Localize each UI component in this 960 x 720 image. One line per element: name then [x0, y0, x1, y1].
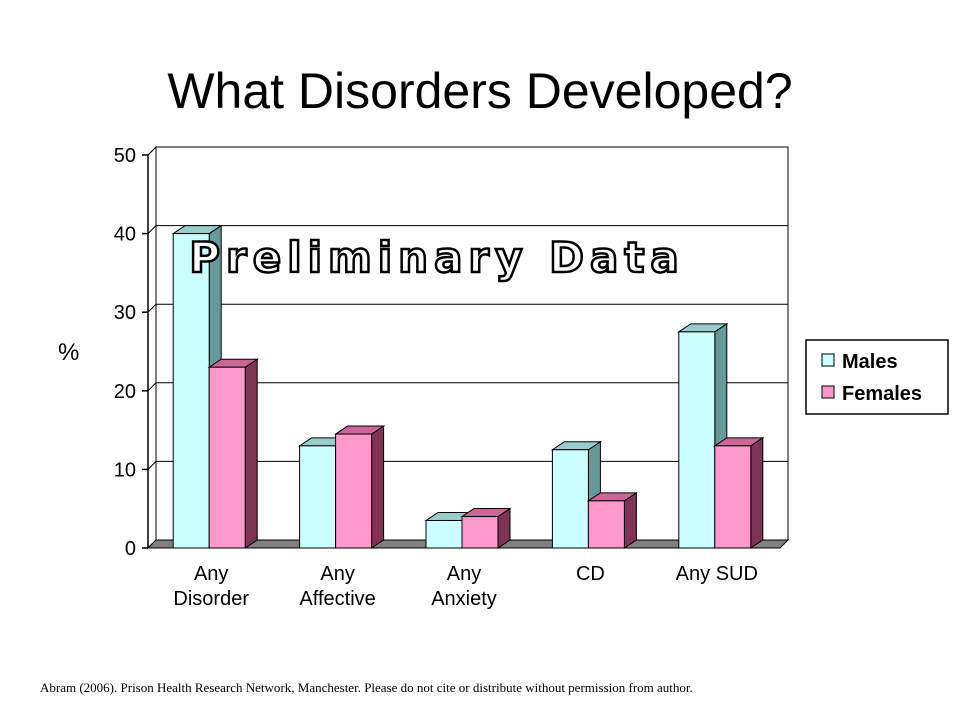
legend: Males Females [805, 339, 949, 415]
category-label: Any [447, 563, 481, 585]
bar-females [460, 507, 512, 549]
gridline [147, 382, 788, 392]
bar-front [299, 445, 337, 549]
y-axis [142, 154, 149, 549]
bar-side [750, 436, 764, 549]
gridline [147, 303, 788, 313]
bar-females [333, 425, 386, 549]
y-tick-labels: 0 10 20 30 40 50 [114, 145, 136, 560]
legend-label-males: Males [842, 351, 898, 373]
category-label: Affective [299, 588, 375, 610]
y-tick-label: 20 [114, 381, 136, 403]
y-tick-label: 0 [125, 538, 136, 560]
category-label: Any [320, 563, 354, 585]
bar-females [586, 491, 639, 549]
side-wall [147, 145, 157, 550]
page-title: What Disorders Developed? [167, 63, 793, 119]
bar-side [371, 425, 385, 549]
bar-males [550, 440, 603, 549]
citation: Abram (2006). Prison Health Research Net… [40, 680, 693, 695]
bar-front [425, 519, 463, 549]
gridline [147, 146, 788, 156]
legend-swatch-males [821, 353, 835, 367]
bar-front [461, 516, 499, 549]
bar-front [172, 233, 210, 549]
category-label: Disorder [173, 588, 249, 610]
y-axis-label: % [58, 339, 79, 366]
watermark-text: Preliminary Data [189, 233, 685, 282]
bar-front [335, 433, 373, 549]
gridlines [147, 146, 788, 470]
y-tick-label: 10 [114, 459, 136, 481]
gridline [147, 225, 788, 234]
category-label: Any [194, 563, 228, 585]
bar-front [551, 449, 589, 549]
preliminary-data-watermark: Preliminary Data [188, 232, 685, 284]
bar-side [623, 491, 637, 549]
bar-front [714, 445, 752, 549]
y-tick-label: 50 [114, 145, 136, 167]
bar-front [587, 500, 625, 549]
y-tick-label: 30 [114, 302, 136, 324]
category-label: Any SUD [676, 563, 758, 585]
y-tick-label: 40 [114, 224, 136, 246]
bar-females [207, 358, 259, 549]
bar-front [208, 366, 246, 549]
legend-swatch-females [821, 385, 835, 399]
legend-box [805, 339, 949, 415]
category-label: CD [576, 563, 605, 585]
bar-front [678, 331, 716, 549]
category-labels: Any Disorder Any Affective Any Anxiety CD Any S… [173, 563, 758, 610]
bars [171, 224, 765, 549]
bar-side [244, 358, 258, 549]
legend-label-females: Females [842, 383, 922, 405]
bar-females [713, 436, 765, 549]
category-label: Anxiety [431, 588, 497, 610]
